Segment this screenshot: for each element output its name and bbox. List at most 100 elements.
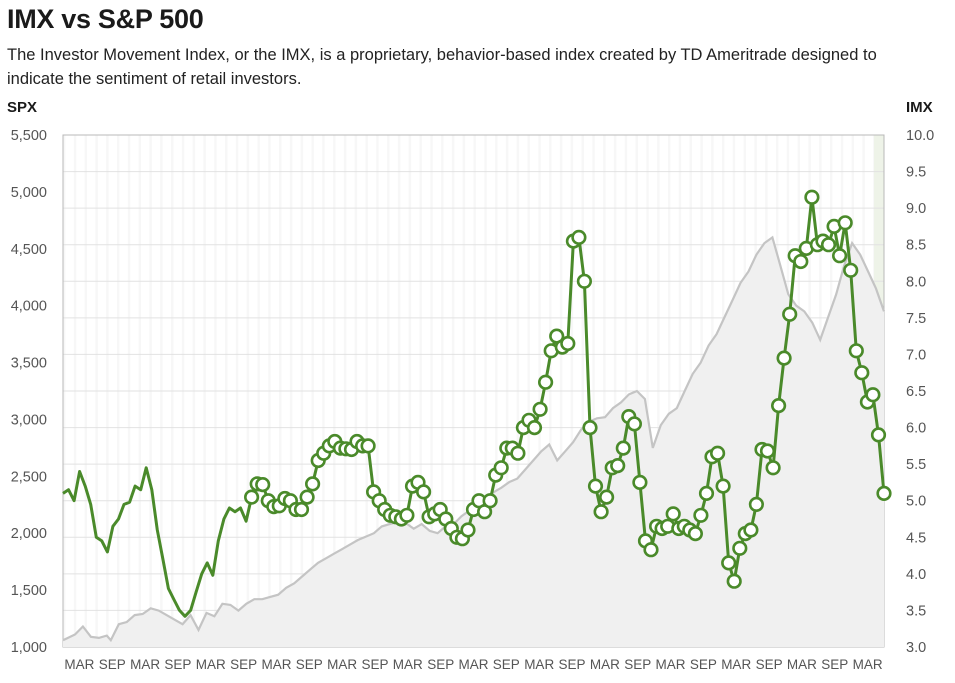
imx-marker (482, 493, 498, 509)
imx-marker (793, 253, 809, 270)
imx-marker (615, 440, 631, 456)
imx-marker (743, 522, 759, 538)
imx-marker (571, 229, 587, 245)
right-tick-label: 4.0 (906, 567, 926, 583)
imx-marker (765, 460, 781, 476)
imx-marker (643, 542, 659, 558)
left-tick-label: 4,000 (11, 299, 47, 315)
right-tick-label: 10.0 (906, 128, 934, 144)
imx-marker (537, 374, 554, 390)
imx-marker (593, 504, 609, 520)
left-tick-label: 5,000 (11, 185, 47, 201)
imx-marker (726, 573, 742, 589)
x-tick-label: SEP (558, 657, 585, 672)
right-axis-ticks: 3.0 3.5 4.0 4.5 5.0 5.5 6.0 6.5 7.0 7.5 8.0 8.5 9.0 9… (906, 128, 934, 656)
imx-marker (721, 555, 737, 571)
right-tick-label: 4.5 (906, 530, 926, 546)
left-axis-ticks: 1,000 1,500 2,000 2,500 3,000 3,500 4,000 4,500… (11, 128, 47, 656)
imx-marker (632, 474, 648, 491)
left-tick-label: 4,500 (11, 242, 47, 258)
imx-marker (782, 306, 798, 322)
imx-marker (715, 478, 731, 494)
x-axis-ticks: MAR SEP MAR SEP MAR SEP MAR SEP MAR SEP MAR SEP MAR S… (64, 657, 882, 672)
imx-marker (770, 398, 787, 414)
left-tick-label: 3,500 (11, 356, 47, 372)
right-tick-label: 8.5 (906, 238, 926, 254)
x-tick-label: SEP (821, 657, 848, 672)
imx-marker (526, 420, 543, 436)
imx-marker (610, 458, 626, 474)
imx-marker (693, 507, 709, 523)
imx-marker (244, 489, 260, 505)
x-tick-label: MAR (787, 657, 817, 672)
imx-marker (360, 438, 376, 454)
imx-marker (843, 262, 859, 278)
right-tick-label: 7.5 (906, 311, 926, 327)
imx-marker (776, 350, 792, 366)
right-tick-label: 9.0 (906, 201, 926, 217)
imx-marker (299, 489, 315, 505)
imx-marker (848, 343, 864, 359)
x-tick-label: MAR (393, 657, 423, 672)
left-tick-label: 3,000 (11, 412, 47, 428)
x-tick-label: MAR (656, 657, 686, 672)
left-tick-label: 1,000 (11, 640, 47, 656)
imx-marker (759, 443, 776, 459)
imx-marker (709, 445, 726, 461)
right-tick-label: 3.5 (906, 603, 926, 619)
x-tick-label: MAR (853, 657, 883, 672)
right-tick-label: 3.0 (906, 640, 926, 656)
chart-title: IMX vs S&P 500 (7, 4, 204, 34)
imx-marker (876, 485, 892, 502)
imx-marker (820, 237, 837, 253)
x-tick-label: SEP (624, 657, 651, 672)
x-tick-label: SEP (756, 657, 783, 672)
imx-marker (804, 189, 820, 205)
x-tick-label: SEP (690, 657, 717, 672)
imx-marker (748, 496, 765, 513)
x-tick-label: MAR (721, 657, 751, 672)
left-tick-label: 2,500 (11, 469, 47, 485)
right-tick-label: 7.0 (906, 347, 926, 363)
left-axis-title: SPX (7, 99, 38, 116)
imx-marker (831, 248, 848, 264)
x-tick-label: MAR (459, 657, 489, 672)
x-tick-label: MAR (196, 657, 226, 672)
left-tick-label: 2,000 (11, 526, 47, 542)
imx-marker (870, 427, 887, 443)
right-tick-label: 5.0 (906, 494, 926, 510)
left-tick-label: 5,500 (11, 128, 47, 144)
x-tick-label: SEP (427, 657, 454, 672)
imx-marker (687, 525, 704, 542)
right-axis-title: IMX (906, 99, 933, 116)
imx-marker (293, 501, 310, 518)
imx-marker (460, 522, 476, 538)
imx-marker (532, 401, 548, 417)
imx-marker (732, 540, 748, 556)
right-tick-label: 6.5 (906, 384, 926, 400)
right-tick-label: 9.5 (906, 165, 926, 181)
right-tick-label: 5.5 (906, 457, 926, 473)
chart-subtitle: The Investor Movement Index, or the IMX,… (7, 46, 877, 88)
x-tick-label: SEP (361, 657, 388, 672)
imx-marker (582, 420, 598, 436)
spx-area (63, 237, 884, 647)
imx-series (62, 189, 892, 618)
imx-marker (865, 387, 881, 403)
imx-marker (587, 478, 604, 494)
x-tick-label: MAR (64, 657, 94, 672)
imx-marker (854, 365, 870, 381)
imx-marker (576, 273, 593, 289)
x-tick-label: MAR (524, 657, 554, 672)
imx-marker (255, 477, 271, 493)
right-tick-label: 6.0 (906, 421, 926, 437)
x-tick-label: SEP (99, 657, 126, 672)
x-tick-label: SEP (164, 657, 191, 672)
imx-marker (837, 215, 853, 231)
x-tick-label: MAR (590, 657, 620, 672)
imx-marker (510, 445, 526, 461)
imx-marker (665, 506, 681, 522)
right-tick-label: 8.0 (906, 274, 926, 290)
x-tick-label: SEP (230, 657, 257, 672)
